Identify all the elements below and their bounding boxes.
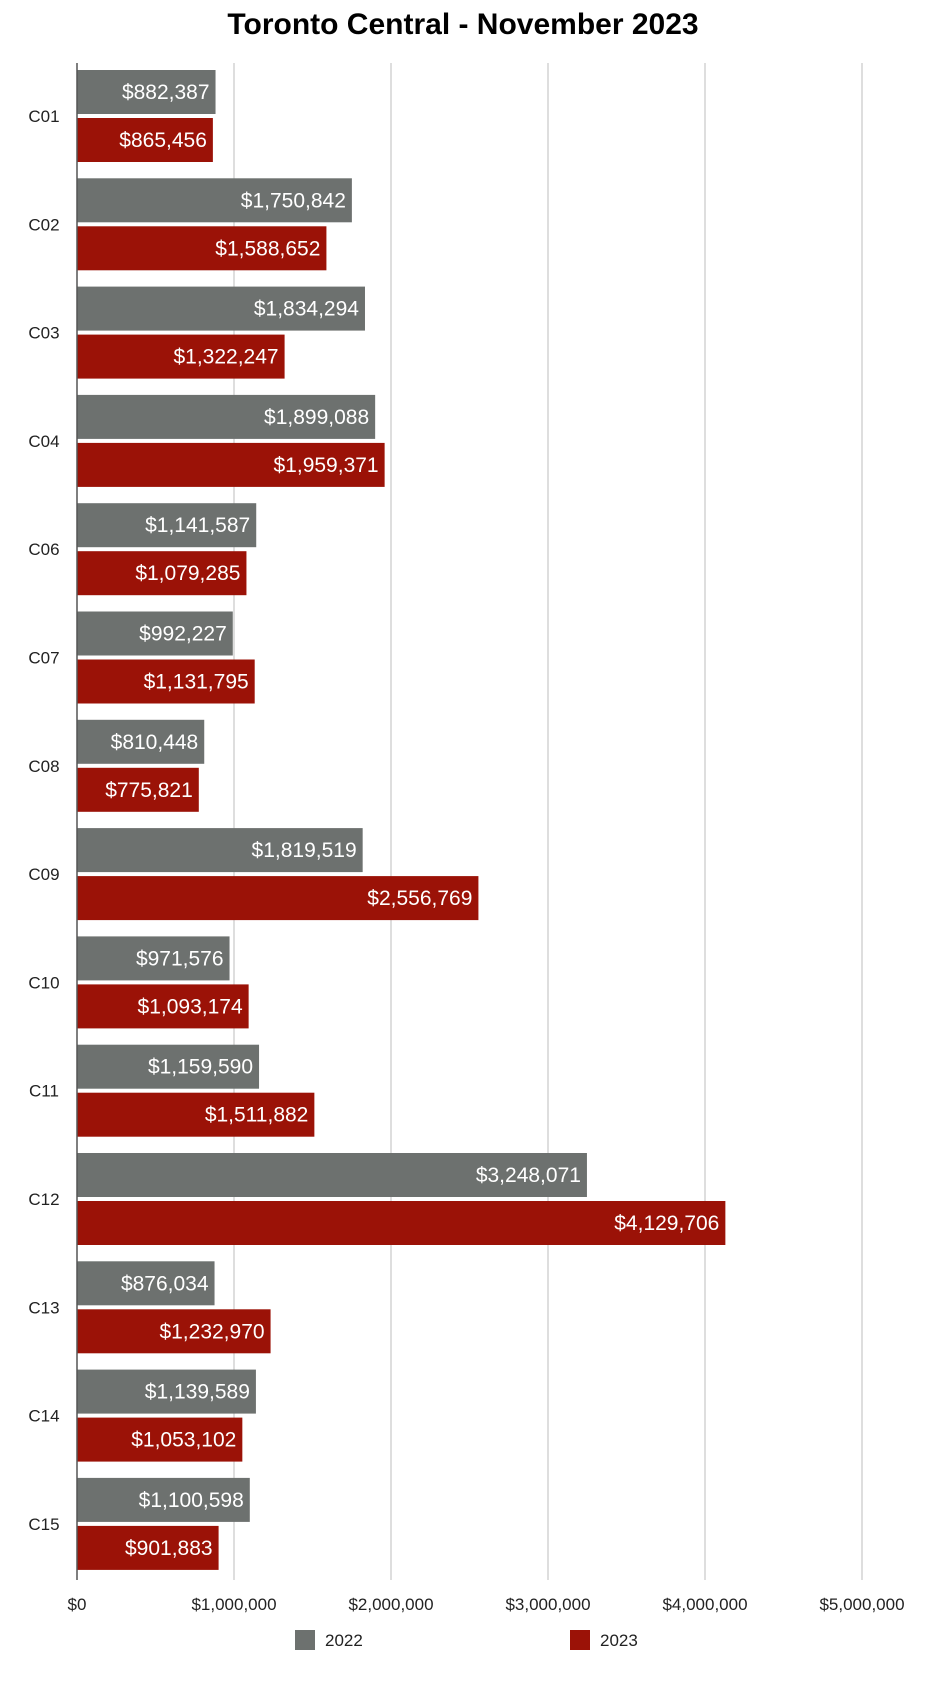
data-label: $1,322,247 [173,346,278,369]
data-label: $2,556,769 [367,887,472,910]
category-label: C11 [29,1082,59,1101]
data-label: $1,511,882 [205,1104,309,1127]
bar-2022-C04 [77,394,376,439]
bar-2023-C15 [77,1525,219,1570]
data-label: $1,750,842 [241,189,346,212]
bar-2022-C03 [77,286,365,331]
x-tick-label: $1,000,000 [191,1595,276,1614]
data-label: $1,100,598 [139,1489,244,1512]
data-label: $1,159,590 [148,1056,253,1079]
bar-2023-C12 [77,1201,726,1245]
data-label: $1,959,371 [274,454,379,477]
bar-2023-C04 [77,442,385,487]
category-label: C14 [28,1407,59,1426]
bars: $882,387 $865,456 $1,750,842 $1,588,652 $1,8… [77,70,726,1570]
x-tick-label: $0 [68,1595,87,1614]
data-label: $865,456 [119,129,207,152]
bar-2022-C01 [77,70,216,114]
bar-2023-C07 [77,659,255,704]
category-label: C10 [28,973,59,992]
data-label: $901,883 [125,1537,213,1560]
category-label: C02 [28,215,59,234]
category-label: C07 [28,649,59,668]
data-label: $1,131,795 [144,671,249,694]
data-label: $1,899,088 [264,406,369,429]
data-label: $1,079,285 [135,562,240,585]
axes: $0 $1,000,000 $2,000,000 $3,000,000 $4,000,0… [28,63,905,1614]
bar-2022-C14 [77,1369,256,1414]
bar-2022-C07 [77,611,233,656]
category-label: C01 [28,107,59,126]
data-label: $1,139,589 [145,1381,250,1404]
x-tick-label: $4,000,000 [662,1595,747,1614]
bar-2022-C15 [77,1477,250,1522]
chart-title: Toronto Central - November 2023 [227,8,699,41]
bar-2023-C02 [77,226,327,271]
bar-2023-C14 [77,1417,243,1462]
data-label: $1,819,519 [252,839,357,862]
data-label: $882,387 [122,81,210,104]
data-label: $1,232,970 [159,1320,264,1343]
legend-label-2023: 2023 [600,1631,638,1650]
legend-swatch-2023 [570,1630,590,1650]
bar-2023-C10 [77,984,249,1029]
category-label: C03 [28,324,59,343]
bar-2023-C13 [77,1309,271,1354]
legend-label-2022: 2022 [325,1631,363,1650]
data-label: $1,053,102 [131,1429,236,1452]
bar-2022-C02 [77,178,352,223]
x-tick-label: $2,000,000 [348,1595,433,1614]
data-label: $810,448 [111,731,199,754]
bar-2023-C09 [77,876,479,921]
data-label: $971,576 [136,947,224,970]
category-label: C06 [28,540,59,559]
bar-2023-C06 [77,551,247,596]
bar-2022-C06 [77,503,257,548]
bar-2023-C01 [77,118,213,162]
data-label: $4,129,706 [614,1212,719,1235]
x-tick-label: $3,000,000 [505,1595,590,1614]
data-label: $1,141,587 [145,514,250,537]
bar-2022-C13 [77,1261,215,1306]
legend: 2022 2023 [295,1630,638,1650]
bar-2023-C11 [77,1092,315,1137]
bar-2022-C11 [77,1044,260,1089]
bar-2023-C08 [77,767,199,812]
legend-swatch-2022 [295,1630,315,1650]
data-label: $1,834,294 [254,298,359,321]
category-label: C12 [28,1190,59,1209]
category-label: C08 [28,757,59,776]
bar-2022-C09 [77,828,363,873]
data-label: $775,821 [105,779,193,802]
bar-2022-C08 [77,719,205,764]
bar-2022-C10 [77,936,230,981]
data-label: $1,093,174 [138,995,243,1018]
x-tick-label: $5,000,000 [819,1595,904,1614]
category-label: C09 [28,865,59,884]
category-label: C15 [28,1515,59,1534]
data-label: $992,227 [139,623,227,646]
data-label: $3,248,071 [476,1164,581,1187]
category-label: C04 [28,432,59,451]
bar-2022-C12 [77,1153,587,1197]
bar-2023-C03 [77,334,285,379]
data-label: $876,034 [121,1272,209,1295]
category-label: C13 [28,1298,59,1317]
data-label: $1,588,652 [215,237,320,260]
